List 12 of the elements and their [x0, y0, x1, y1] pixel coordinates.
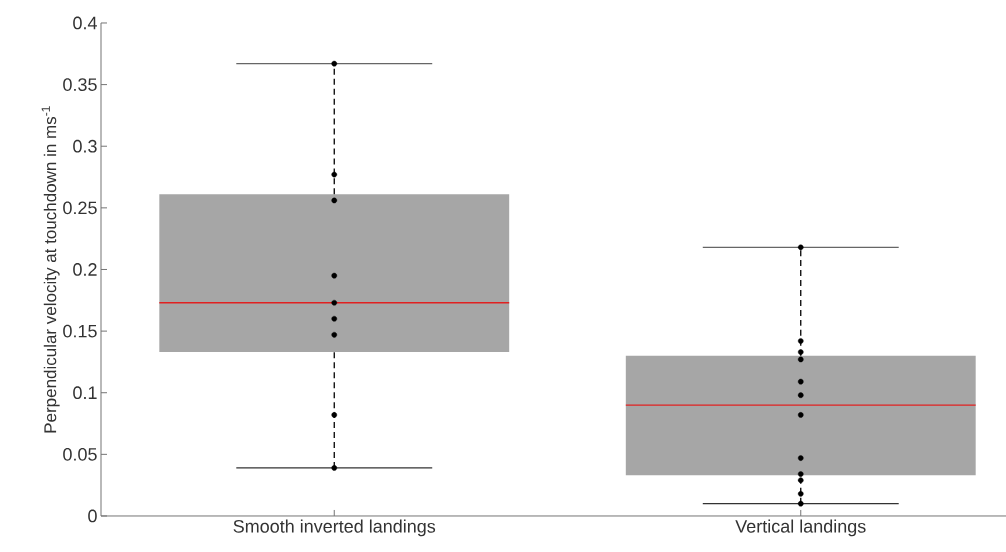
y-tick-label: 0.05 — [63, 447, 97, 461]
y-tick-label: 0.2 — [73, 263, 97, 276]
y-tick-label: 0.25 — [63, 201, 97, 215]
y-tick-label: 0.4 — [73, 16, 97, 30]
y-tick-label: 0 — [88, 509, 97, 523]
y-tick-label: 0.35 — [63, 78, 97, 91]
y-tick-label: 0.15 — [63, 324, 97, 338]
y-tick-label: 0.3 — [73, 139, 97, 153]
x-tick-label: Vertical landings — [735, 519, 866, 537]
x-tick-label: Smooth inverted landings — [233, 519, 436, 537]
y-axis-title: Perpendicular velocity at touchdown in ms$^{-1}$ — [41, 106, 60, 433]
y-tick-label: 0.1 — [73, 386, 97, 400]
